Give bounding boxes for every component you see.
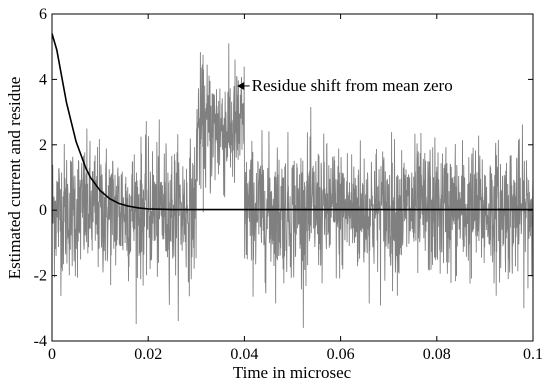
y-tick-label: 4 [39, 71, 47, 88]
annotation-arrow [237, 81, 250, 90]
y-axis-label: Estimated current and residue [5, 77, 24, 280]
y-tick-label: -2 [34, 268, 47, 285]
plot-frame [51, 13, 534, 342]
estimated-current-line [51, 33, 533, 211]
annotation-layer: Residue shift from mean zero [237, 76, 453, 95]
annotation-text: Residue shift from mean zero [252, 76, 453, 95]
x-tick-label: 0.06 [327, 346, 355, 363]
series-layer [51, 33, 534, 328]
x-tick-label: 0.08 [423, 346, 451, 363]
y-tick-label: 6 [39, 6, 47, 23]
y-tick-label: 2 [39, 137, 47, 154]
x-tick-label: 0.1 [523, 346, 543, 363]
x-tick-label: 0 [48, 346, 56, 363]
y-tick-label: -4 [34, 333, 47, 350]
x-axis-label: Time in microsec [233, 363, 352, 382]
x-tick-label: 0.04 [230, 346, 258, 363]
x-tick-label: 0.02 [134, 346, 162, 363]
y-tick-label: 0 [39, 202, 47, 219]
residue-series-line [51, 43, 534, 328]
tick-layer: 0 0.02 0.04 0.06 0.08 0.1 -4 -2 0 2 4 6 [34, 6, 543, 363]
